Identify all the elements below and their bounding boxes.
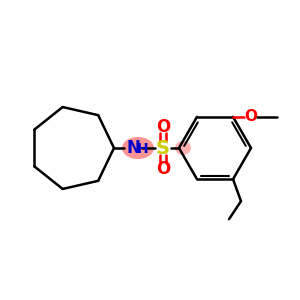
Text: O: O <box>244 109 257 124</box>
Text: N: N <box>126 139 140 157</box>
Ellipse shape <box>175 141 191 155</box>
Text: S: S <box>156 139 170 158</box>
Ellipse shape <box>122 137 154 159</box>
Text: O: O <box>156 160 170 178</box>
Text: O: O <box>156 118 170 136</box>
Text: H: H <box>137 142 149 156</box>
